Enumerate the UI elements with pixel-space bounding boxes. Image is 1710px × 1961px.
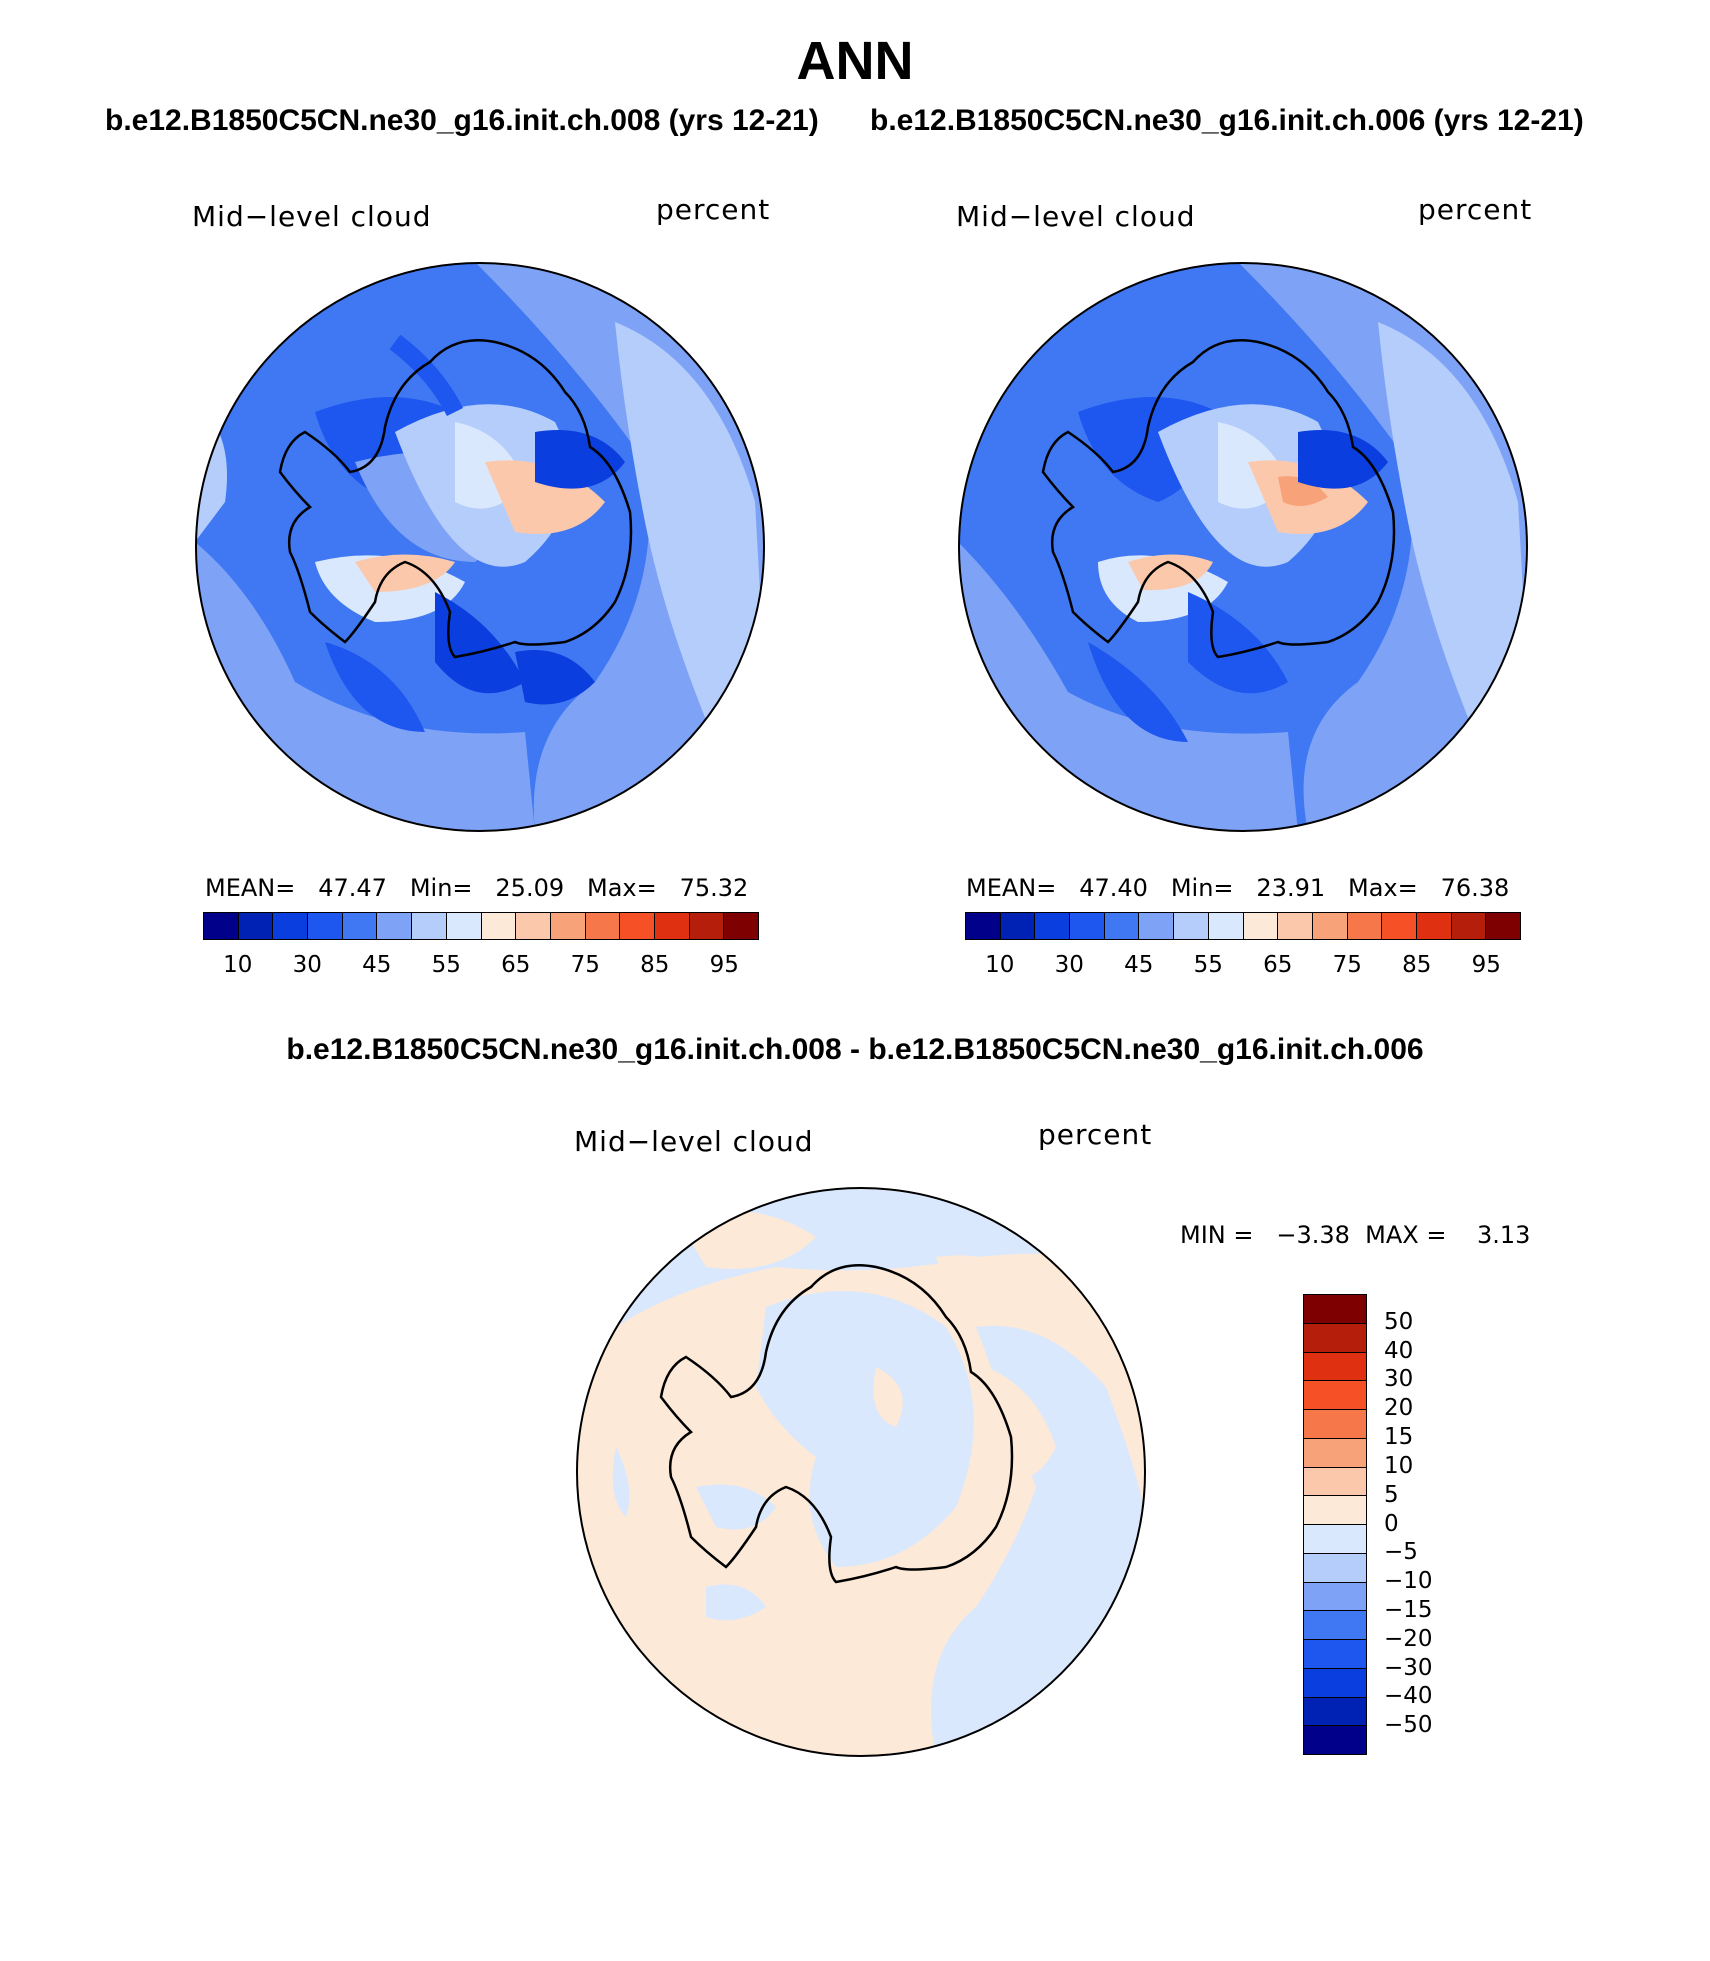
map-panel1 xyxy=(195,262,765,832)
colorbar-tick-label: 40 xyxy=(1384,1337,1414,1364)
colorbar-swatch xyxy=(1304,1640,1366,1669)
colorbar-tick-label: 45 xyxy=(362,952,392,978)
colorbar-tick-label: 75 xyxy=(1332,952,1362,978)
colorbar-tick-label: 15 xyxy=(1384,1424,1414,1451)
colorbar-swatch xyxy=(1451,913,1487,939)
colorbar-swatch xyxy=(724,913,758,939)
diff-colorbar xyxy=(1303,1294,1367,1755)
colorbar-swatch xyxy=(1304,1467,1366,1497)
colorbar-swatch xyxy=(1304,1525,1366,1554)
diff-variable-label: Mid−level cloud xyxy=(574,1125,814,1158)
colorbar-tick-label: 65 xyxy=(501,952,531,978)
panel2-variable-label: Mid−level cloud xyxy=(956,200,1196,233)
colorbar-tick-label: −10 xyxy=(1384,1568,1433,1595)
colorbar-swatch xyxy=(1304,1668,1366,1698)
panel1-colorbar xyxy=(203,912,759,940)
colorbar-tick-label: −30 xyxy=(1384,1654,1433,1681)
map-panel2 xyxy=(958,262,1528,832)
colorbar-swatch xyxy=(1000,913,1036,939)
colorbar-swatch xyxy=(1416,913,1452,939)
colorbar-swatch xyxy=(620,913,655,939)
colorbar-tick-label: 55 xyxy=(431,952,461,978)
colorbar-swatch xyxy=(1304,1582,1366,1612)
panel1-stats: MEAN= 47.47 Min= 25.09 Max= 75.32 xyxy=(205,874,749,902)
colorbar-swatch xyxy=(481,913,517,939)
colorbar-tick-label: 10 xyxy=(223,952,253,978)
diff-units-label: percent xyxy=(1038,1118,1153,1151)
colorbar-swatch xyxy=(689,913,725,939)
colorbar-tick-label: −5 xyxy=(1384,1539,1418,1566)
colorbar-swatch xyxy=(1304,1611,1366,1640)
colorbar-tick-label: 0 xyxy=(1384,1510,1399,1537)
colorbar-swatch xyxy=(1304,1381,1366,1410)
colorbar-swatch xyxy=(1104,913,1140,939)
colorbar-tick-label: 5 xyxy=(1384,1481,1399,1508)
colorbar-tick-label: −40 xyxy=(1384,1683,1433,1710)
colorbar-swatch xyxy=(1382,913,1417,939)
panel1-variable-label: Mid−level cloud xyxy=(192,200,432,233)
panel2-units-label: percent xyxy=(1418,193,1533,226)
colorbar-swatch xyxy=(1304,1726,1366,1754)
colorbar-swatch xyxy=(966,913,1001,939)
colorbar-tick-label: 95 xyxy=(709,952,739,978)
colorbar-swatch xyxy=(273,913,309,939)
colorbar-swatch xyxy=(1304,1438,1366,1468)
colorbar-swatch xyxy=(550,913,586,939)
colorbar-tick-label: −50 xyxy=(1384,1712,1433,1739)
colorbar-swatch xyxy=(585,913,621,939)
colorbar-tick-label: 55 xyxy=(1193,952,1223,978)
colorbar-tick-label: 20 xyxy=(1384,1395,1414,1422)
colorbar-tick-label: 10 xyxy=(1384,1452,1414,1479)
colorbar-swatch xyxy=(1347,913,1383,939)
panel2-colorbar xyxy=(965,912,1521,940)
colorbar-swatch xyxy=(516,913,551,939)
colorbar-swatch xyxy=(1208,913,1244,939)
colorbar-swatch xyxy=(654,913,690,939)
colorbar-tick-label: −20 xyxy=(1384,1625,1433,1652)
colorbar-swatch xyxy=(1486,913,1520,939)
colorbar-tick-label: 30 xyxy=(1054,952,1084,978)
panel1-units-label: percent xyxy=(656,193,771,226)
main-title: ANN xyxy=(796,31,914,91)
colorbar-swatch xyxy=(1304,1352,1366,1382)
colorbar-swatch xyxy=(1035,913,1071,939)
colorbar-swatch xyxy=(1304,1553,1366,1583)
colorbar-swatch xyxy=(342,913,378,939)
colorbar-swatch xyxy=(1304,1410,1366,1439)
colorbar-swatch xyxy=(1243,913,1279,939)
subtitle-left: b.e12.B1850C5CN.ne30_g16.init.ch.008 (yr… xyxy=(105,104,819,137)
colorbar-tick-label: 50 xyxy=(1384,1308,1414,1335)
colorbar-tick-label: 85 xyxy=(1402,952,1432,978)
colorbar-swatch xyxy=(1070,913,1105,939)
colorbar-swatch xyxy=(377,913,413,939)
colorbar-tick-label: 85 xyxy=(640,952,670,978)
subtitle-right: b.e12.B1850C5CN.ne30_g16.init.ch.006 (yr… xyxy=(870,104,1584,137)
colorbar-tick-label: 65 xyxy=(1263,952,1293,978)
colorbar-swatch xyxy=(412,913,447,939)
colorbar-tick-label: 45 xyxy=(1124,952,1154,978)
diff-stats: MIN = −3.38 MAX = 3.13 xyxy=(1180,1221,1531,1249)
colorbar-swatch xyxy=(1174,913,1209,939)
colorbar-swatch xyxy=(1304,1496,1366,1525)
colorbar-swatch xyxy=(446,913,482,939)
colorbar-swatch xyxy=(204,913,239,939)
panel2-stats: MEAN= 47.40 Min= 23.91 Max= 76.38 xyxy=(966,874,1510,902)
colorbar-swatch xyxy=(1304,1323,1366,1353)
colorbar-tick-label: 75 xyxy=(570,952,600,978)
colorbar-swatch xyxy=(1304,1697,1366,1727)
colorbar-swatch xyxy=(1304,1295,1366,1324)
colorbar-swatch xyxy=(1139,913,1175,939)
colorbar-swatch xyxy=(1278,913,1313,939)
colorbar-swatch xyxy=(238,913,274,939)
diff-title: b.e12.B1850C5CN.ne30_g16.init.ch.008 - b… xyxy=(286,1033,1424,1066)
colorbar-tick-label: −15 xyxy=(1384,1596,1433,1623)
colorbar-tick-label: 95 xyxy=(1471,952,1501,978)
colorbar-swatch xyxy=(308,913,343,939)
colorbar-tick-label: 30 xyxy=(292,952,322,978)
colorbar-tick-label: 10 xyxy=(985,952,1015,978)
colorbar-tick-label: 30 xyxy=(1384,1366,1414,1393)
map-difference xyxy=(576,1187,1146,1757)
colorbar-swatch xyxy=(1312,913,1348,939)
